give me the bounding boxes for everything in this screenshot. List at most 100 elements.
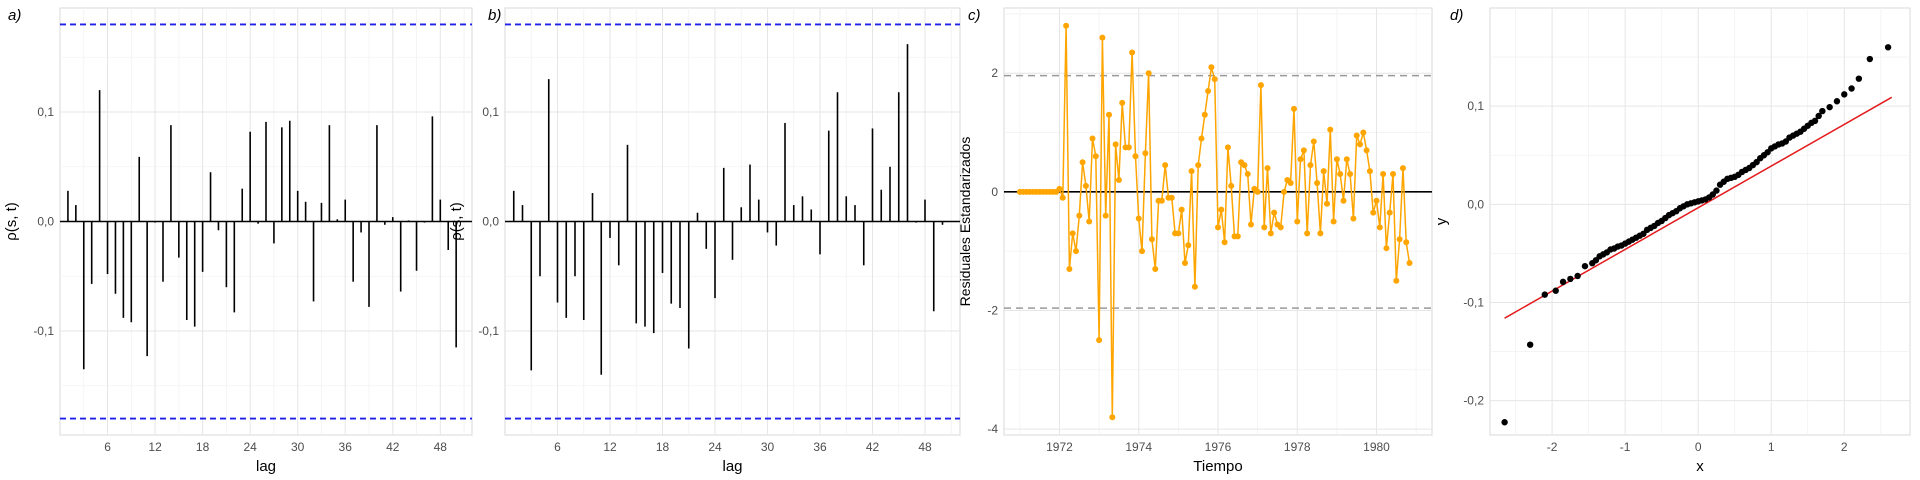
residual-point — [1106, 111, 1113, 118]
residual-point — [1406, 260, 1413, 267]
qq-point — [1815, 112, 1822, 120]
residual-point — [1317, 230, 1324, 237]
panel-tag: b) — [488, 7, 501, 24]
y-tick-label: 0,1 — [482, 105, 499, 119]
y-tick-label: 0,1 — [1467, 99, 1484, 113]
residual-point — [1320, 168, 1327, 175]
x-tick-label: 30 — [761, 440, 775, 454]
residual-point — [1350, 215, 1357, 222]
residual-point — [1119, 99, 1126, 106]
residual-point — [1059, 194, 1066, 201]
y-axis-title: ρ(s, t) — [448, 202, 465, 241]
residual-point — [1218, 206, 1225, 213]
x-tick-label: 48 — [918, 440, 932, 454]
panel-2: 6 12 18 24 30 36 42 48 -0,1 0,0 0,1 b) lag ρ(s, t) — [448, 7, 961, 475]
qq-point — [1552, 287, 1559, 294]
residual-point — [1403, 239, 1410, 246]
residual-point — [1211, 76, 1218, 83]
x-tick-label: 1974 — [1125, 440, 1152, 454]
residual-point — [1178, 206, 1185, 213]
residual-point — [1089, 135, 1096, 142]
residual-point — [1360, 129, 1367, 136]
qq-point — [1526, 341, 1534, 348]
residual-point — [1082, 182, 1089, 189]
residual-point — [1205, 88, 1212, 95]
x-axis-title: x — [1696, 458, 1704, 475]
panel-tag: c) — [968, 7, 981, 24]
residual-point — [1241, 162, 1248, 169]
residual-point — [1330, 218, 1337, 225]
x-axis-title: lag — [722, 458, 742, 475]
qq-point — [1848, 85, 1855, 92]
x-tick-label: 30 — [291, 440, 305, 454]
x-tick-label: 0 — [1695, 440, 1702, 454]
residual-point — [1314, 179, 1321, 186]
residual-point — [1366, 168, 1373, 175]
residual-point — [1168, 194, 1175, 201]
x-tick-label: 36 — [813, 440, 827, 454]
residual-point — [1347, 171, 1354, 178]
residual-point — [1340, 197, 1347, 204]
qq-point — [1713, 187, 1720, 194]
residual-point — [1228, 182, 1235, 189]
residual-point — [1198, 135, 1205, 142]
y-tick-label: -0,1 — [33, 324, 54, 338]
residual-point — [1152, 265, 1159, 272]
y-tick-label: -0,1 — [1463, 295, 1484, 309]
x-tick-label: 2 — [1841, 440, 1848, 454]
residual-point — [1261, 224, 1268, 231]
residual-point — [1069, 230, 1076, 237]
residual-point — [1135, 215, 1142, 222]
residual-point — [1063, 22, 1070, 29]
residual-point — [1112, 141, 1119, 148]
residual-point — [1383, 245, 1390, 252]
residual-point — [1234, 233, 1241, 240]
residual-point — [1096, 337, 1103, 344]
residual-point — [1125, 144, 1132, 151]
residual-point — [1304, 230, 1311, 237]
residual-point — [1073, 248, 1080, 255]
qq-point — [1811, 117, 1819, 125]
residual-point — [1102, 212, 1109, 219]
panel-tag: a) — [8, 7, 21, 24]
residual-point — [1181, 260, 1188, 267]
qq-point — [1559, 278, 1567, 286]
residual-point — [1307, 162, 1314, 169]
x-tick-label: 18 — [656, 440, 670, 454]
x-tick-label: -1 — [1620, 440, 1631, 454]
plot-area — [1489, 7, 1911, 436]
residual-point — [1215, 224, 1221, 231]
residual-point — [1158, 197, 1165, 204]
y-tick-label: 0,0 — [482, 215, 499, 229]
residual-point — [1188, 168, 1195, 175]
x-tick-label: 6 — [104, 440, 111, 454]
qq-point — [1501, 419, 1508, 426]
residual-point — [1224, 144, 1231, 151]
qq-point — [1884, 44, 1892, 51]
y-tick-label: 0 — [991, 185, 998, 199]
residual-point — [1297, 156, 1304, 163]
residual-point — [1337, 171, 1344, 178]
residual-point — [1148, 236, 1155, 243]
residual-point — [1208, 64, 1215, 71]
residual-point — [1139, 248, 1146, 255]
x-tick-label: 1978 — [1284, 440, 1311, 454]
residual-point — [1399, 165, 1406, 172]
residual-point — [1267, 230, 1274, 237]
x-tick-label: 24 — [708, 440, 722, 454]
residual-point — [1343, 156, 1350, 163]
residual-point — [1145, 70, 1152, 77]
residual-point — [1195, 162, 1202, 169]
x-tick-label: 1980 — [1363, 440, 1390, 454]
residual-point — [1333, 156, 1340, 163]
residual-point — [1099, 34, 1106, 41]
residual-point — [1248, 221, 1255, 228]
y-tick-label: 0,0 — [1467, 197, 1484, 211]
x-tick-label: 24 — [243, 440, 257, 454]
x-tick-label: 6 — [554, 440, 561, 454]
y-axis-title: Residuales Estandarizados — [957, 137, 973, 307]
residual-point — [1294, 218, 1301, 225]
residual-point — [1162, 162, 1169, 169]
residual-point — [1257, 82, 1264, 89]
residual-point — [1373, 197, 1380, 204]
